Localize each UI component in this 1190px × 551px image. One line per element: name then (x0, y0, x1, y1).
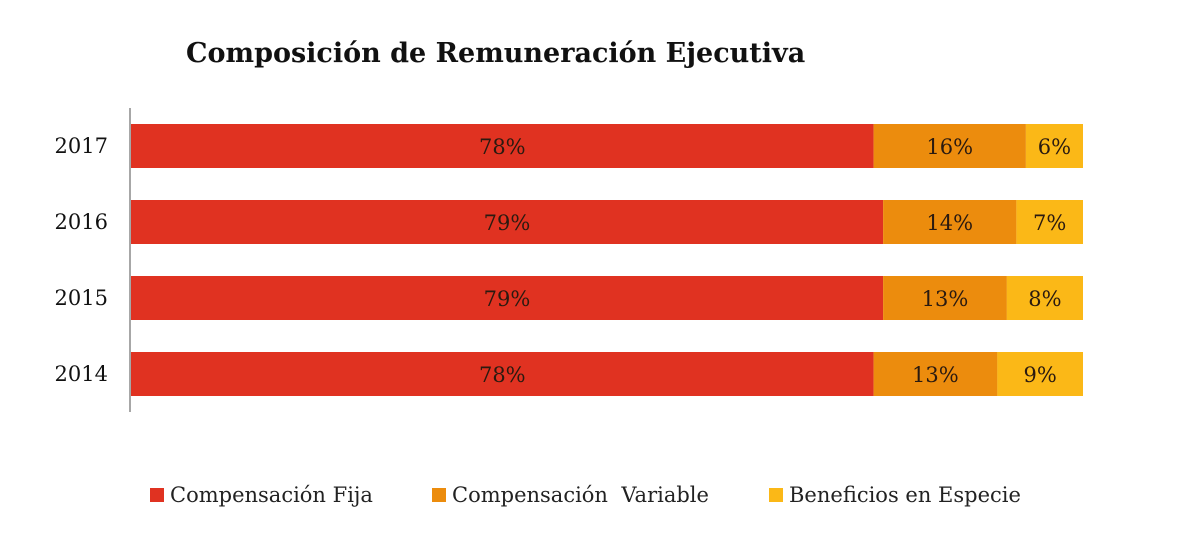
legend: Compensación Fija Compensación Variable Be… (150, 483, 1021, 507)
data-label-2015-series-1: 79% (484, 287, 531, 311)
bar-2014-series-2 (873, 352, 998, 396)
legend-label-1: Compensación Fija (170, 483, 373, 507)
data-label-2017-series-3: 6% (1038, 135, 1071, 159)
data-label-2014-series-3: 9% (1024, 363, 1057, 387)
y-tick-label-2014: 2014 (55, 362, 108, 386)
bar-2015-series-2 (883, 276, 1007, 320)
data-label-2015-series-3: 8% (1028, 287, 1061, 311)
bar-2017-series-2 (873, 124, 1026, 168)
data-label-2014-series-2: 13% (912, 363, 959, 387)
legend-swatch-1 (150, 488, 164, 502)
bar-2015-series-3 (1006, 276, 1083, 320)
bar-2017-series-1 (131, 124, 874, 168)
y-tick-label-2017: 2017 (55, 134, 108, 158)
data-label-2015-series-2: 13% (922, 287, 969, 311)
legend-swatch-3 (769, 488, 783, 502)
bar-2016-series-2 (883, 200, 1017, 244)
bar-2016-series-1 (131, 200, 884, 244)
bar-2015-series-1 (131, 276, 884, 320)
bar-2014-series-1 (131, 352, 874, 396)
bar-2017-series-3 (1025, 124, 1083, 168)
bar-2014-series-3 (997, 352, 1083, 396)
y-axis-labels: 2017 2016 2015 2014 (55, 134, 108, 386)
bar-2016-series-3 (1016, 200, 1083, 244)
data-label-2014-series-1: 78% (479, 363, 526, 387)
y-tick-label-2015: 2015 (55, 286, 108, 310)
data-label-2017-series-1: 78% (479, 135, 526, 159)
chart-title: Composición de Remuneración Ejecutiva (186, 38, 805, 69)
data-label-2017-series-2: 16% (926, 135, 973, 159)
data-label-2016-series-2: 14% (926, 211, 973, 235)
y-tick-label-2016: 2016 (55, 210, 108, 234)
legend-label-3: Beneficios en Especie (789, 483, 1021, 507)
legend-label-2: Compensación Variable (452, 483, 709, 507)
legend-swatch-2 (432, 488, 446, 502)
data-label-2016-series-1: 79% (484, 211, 531, 235)
data-label-2016-series-3: 7% (1033, 211, 1066, 235)
bars-group: 78% 16% 6% 79% 14% 7% 79% 13% 8% 78% 13% 9% (131, 124, 1083, 396)
